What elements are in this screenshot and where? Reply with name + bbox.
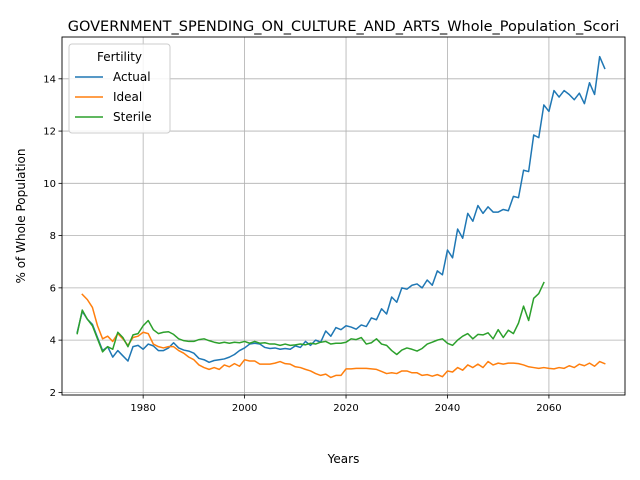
x-tick-label: 1980	[130, 403, 155, 414]
y-axis-label: % of Whole Population	[14, 149, 28, 284]
series-lines	[76, 55, 606, 379]
legend-label-sterile: Sterile	[113, 110, 152, 124]
grid	[62, 37, 625, 395]
y-tick-label: 2	[50, 388, 56, 399]
x-tick-label: 2040	[435, 403, 460, 414]
x-tick-label: 2020	[333, 403, 358, 414]
y-tick-label: 6	[50, 283, 56, 294]
y-axis-ticks: 2 4 6 8 10 12 14	[43, 74, 62, 399]
series-line-actual	[76, 55, 606, 364]
x-tick-label: 2000	[232, 403, 257, 414]
legend-label-actual: Actual	[113, 70, 151, 84]
legend-box	[68, 43, 171, 134]
series-line-sterile	[76, 281, 545, 356]
x-axis-label: Years	[327, 452, 360, 466]
plot-frame	[61, 36, 626, 396]
y-tick-label: 8	[50, 231, 56, 242]
y-tick-label: 12	[43, 127, 56, 138]
legend-label-ideal: Ideal	[113, 90, 142, 104]
legend-items: Actual Ideal Sterile	[75, 70, 152, 124]
y-tick-label: 14	[43, 74, 56, 85]
x-tick-label: 2060	[536, 403, 561, 414]
legend: Fertility Actual Ideal Sterile	[68, 43, 171, 134]
x-axis-ticks: 1980 2000 2020 2040 2060	[130, 395, 562, 414]
y-tick-label: 10	[43, 179, 56, 190]
chart-title: GOVERNMENT_SPENDING_ON_CULTURE_AND_ARTS_…	[68, 19, 620, 35]
series-line-ideal	[81, 293, 606, 379]
legend-title: Fertility	[97, 50, 142, 64]
y-tick-label: 4	[50, 336, 56, 347]
